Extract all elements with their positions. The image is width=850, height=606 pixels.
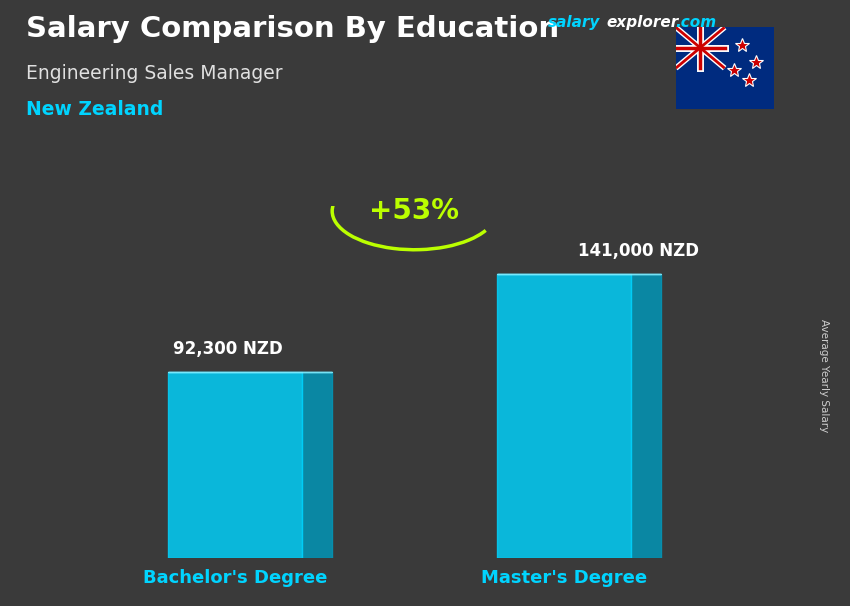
Text: Salary Comparison By Education: Salary Comparison By Education xyxy=(26,15,558,43)
Text: explorer: explorer xyxy=(606,15,678,30)
Text: Engineering Sales Manager: Engineering Sales Manager xyxy=(26,64,282,82)
Polygon shape xyxy=(632,275,661,558)
Text: New Zealand: New Zealand xyxy=(26,100,163,119)
Polygon shape xyxy=(303,372,332,558)
Text: +53%: +53% xyxy=(370,197,460,225)
Bar xyxy=(167,372,303,558)
Text: 141,000 NZD: 141,000 NZD xyxy=(578,242,700,260)
Bar xyxy=(496,275,632,558)
Text: 92,300 NZD: 92,300 NZD xyxy=(173,340,282,358)
Text: .com: .com xyxy=(676,15,717,30)
Text: Average Yearly Salary: Average Yearly Salary xyxy=(819,319,829,432)
Text: salary: salary xyxy=(548,15,601,30)
